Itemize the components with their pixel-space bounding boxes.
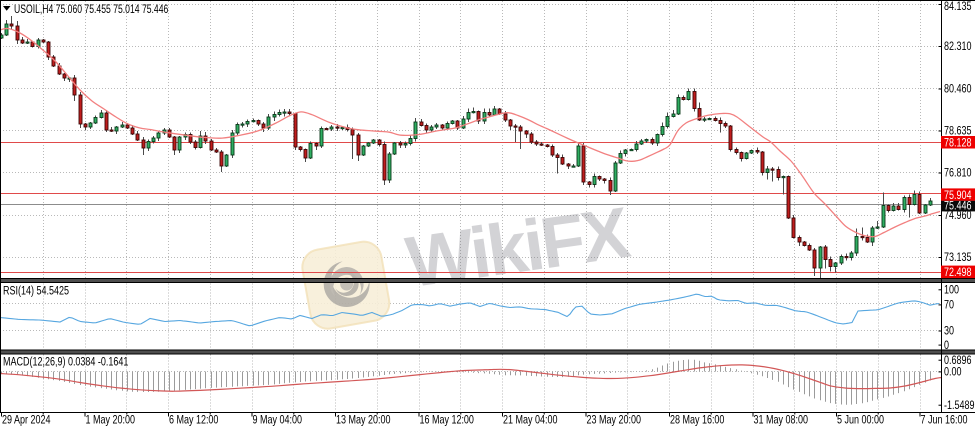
svg-text:13 May 20:00: 13 May 20:00 (336, 413, 391, 427)
svg-text:72.498: 72.498 (944, 266, 972, 280)
svg-text:28 May 16:00: 28 May 16:00 (670, 413, 725, 427)
svg-text:73.135: 73.135 (944, 251, 972, 265)
svg-text:75.446: 75.446 (944, 199, 972, 213)
svg-text:80.460: 80.460 (944, 83, 972, 97)
svg-text:16 May 12:00: 16 May 12:00 (419, 413, 474, 427)
svg-text:100: 100 (944, 283, 959, 297)
svg-text:1 May 20:00: 1 May 20:00 (86, 413, 136, 427)
svg-text:82.310: 82.310 (944, 40, 972, 54)
svg-text:6 May 12:00: 6 May 12:00 (169, 413, 219, 427)
svg-text:23 May 20:00: 23 May 20:00 (587, 413, 642, 427)
svg-text:21 May 04:00: 21 May 04:00 (503, 413, 558, 427)
svg-text:9 May 04:00: 9 May 04:00 (253, 413, 303, 427)
svg-text:0.00: 0.00 (944, 365, 962, 379)
svg-text:84.135: 84.135 (944, 0, 972, 13)
svg-text:MACD(12,26,9) 0.0384 -0.1641: MACD(12,26,9) 0.0384 -0.1641 (3, 355, 129, 369)
svg-text:-1.5489: -1.5489 (944, 399, 975, 413)
svg-text:70: 70 (944, 298, 954, 312)
svg-text:29 Apr 2024: 29 Apr 2024 (2, 413, 51, 427)
svg-text:7 Jun 16:00: 7 Jun 16:00 (920, 413, 967, 427)
svg-text:31 May 08:00: 31 May 08:00 (754, 413, 809, 427)
svg-text:RSI(14) 54.5425: RSI(14) 54.5425 (3, 284, 69, 298)
svg-text:USOIL,H4 75.060 75.455 75.014: USOIL,H4 75.060 75.455 75.014 75.446 (14, 4, 169, 16)
svg-text:0: 0 (944, 339, 949, 353)
svg-text:5 Jun 00:00: 5 Jun 00:00 (837, 413, 884, 427)
svg-text:76.810: 76.810 (944, 167, 972, 181)
svg-text:78.635: 78.635 (944, 125, 972, 139)
svg-text:75.904: 75.904 (944, 189, 972, 203)
svg-text:78.128: 78.128 (944, 136, 972, 150)
svg-text:74.960: 74.960 (944, 209, 972, 223)
svg-text:30: 30 (944, 325, 954, 339)
svg-text:0.6896: 0.6896 (944, 354, 972, 368)
